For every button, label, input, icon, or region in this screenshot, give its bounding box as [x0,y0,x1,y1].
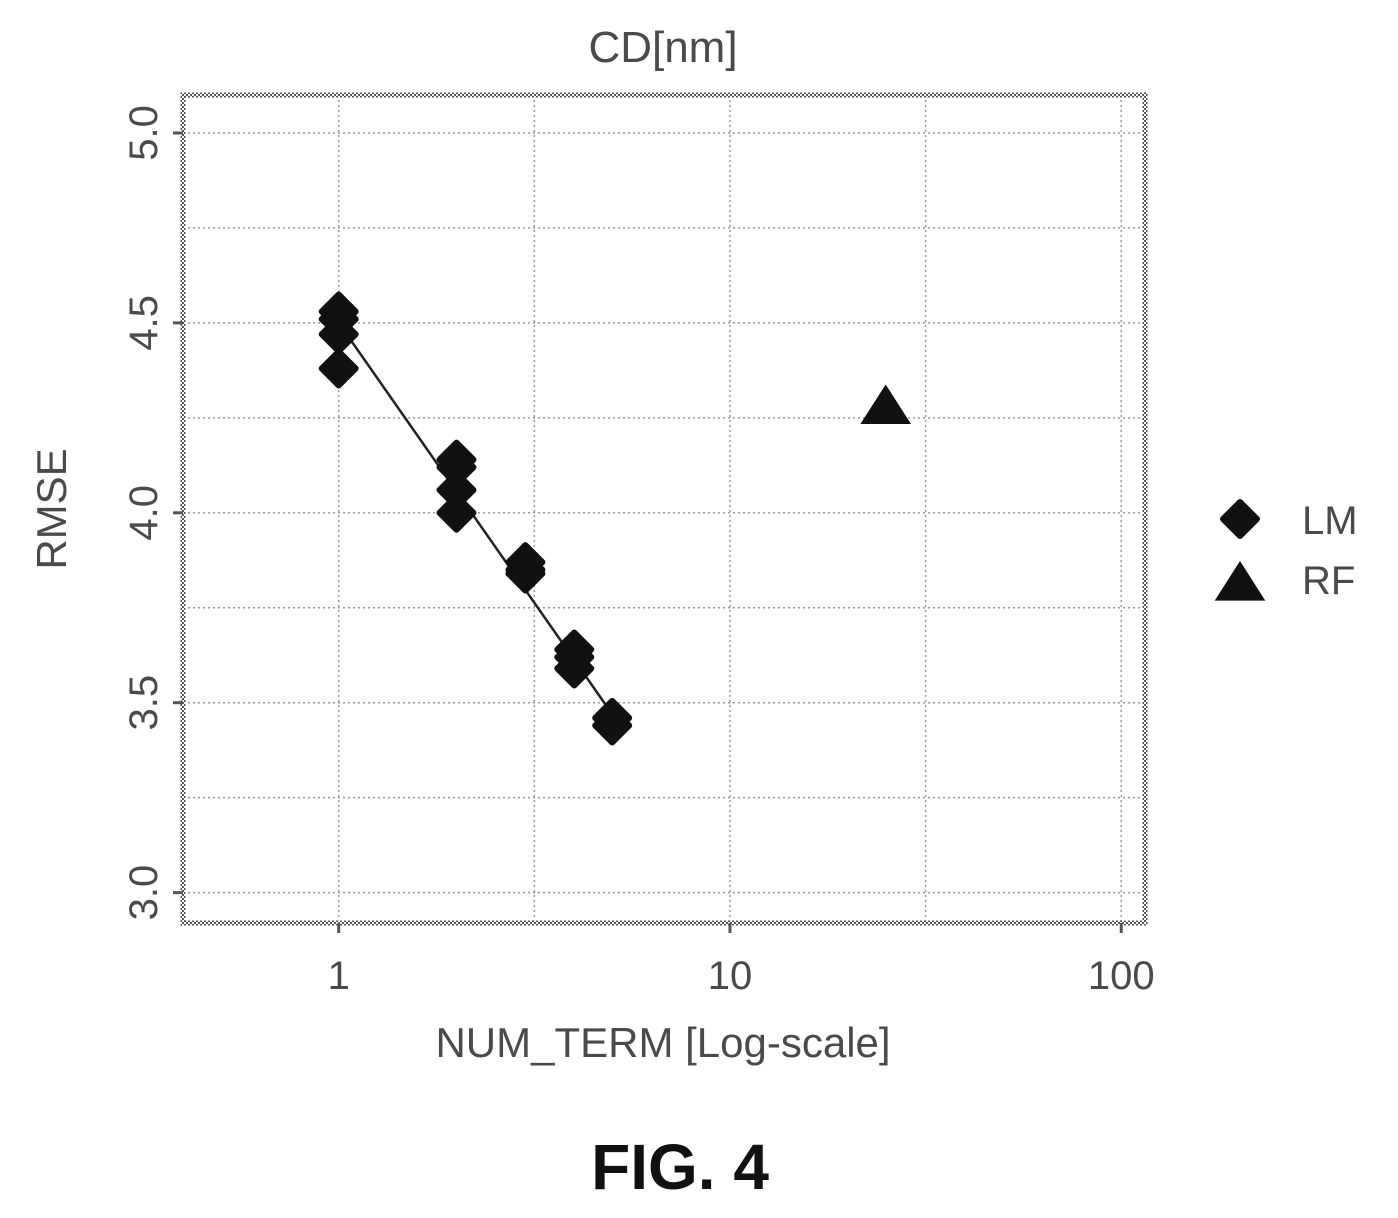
y-tick-label: 3.5 [122,675,166,731]
legend-marker-lm [1220,499,1260,539]
legend-triangle-icon [1214,561,1266,601]
plot-grid [183,95,1145,923]
x-axis: 1 10 100 [328,923,1155,998]
data-point-lm [505,553,546,594]
y-tick-label: 4.0 [122,485,166,541]
x-tick-label: 10 [708,954,753,998]
legend: LM RF [1214,499,1358,603]
y-tick-label: 5.0 [122,105,166,161]
data-point-rf [860,384,911,425]
chart-title: CD[nm] [588,23,737,72]
legend-label-rf: RF [1302,559,1355,603]
y-axis: 3.0 3.5 4.0 4.5 5.0 [122,105,183,920]
x-tick-label: 100 [1088,954,1155,998]
legend-diamond-icon [1220,499,1260,539]
data-point-lm [318,348,359,389]
legend-marker-rf [1214,561,1266,601]
x-axis-label: NUM_TERM [Log-scale] [435,1019,890,1066]
plot-frame [180,92,1148,926]
data-point-lm [554,648,595,689]
legend-label-lm: LM [1302,499,1358,543]
y-axis-label: RMSE [28,448,75,569]
figure-caption: FIG. 4 [591,1131,769,1203]
x-tick-label: 1 [328,954,350,998]
data-points [318,291,911,746]
data-point-lm [436,492,477,533]
y-tick-label: 3.0 [122,865,166,921]
y-tick-label: 4.5 [122,295,166,351]
data-point-lm [592,705,633,746]
